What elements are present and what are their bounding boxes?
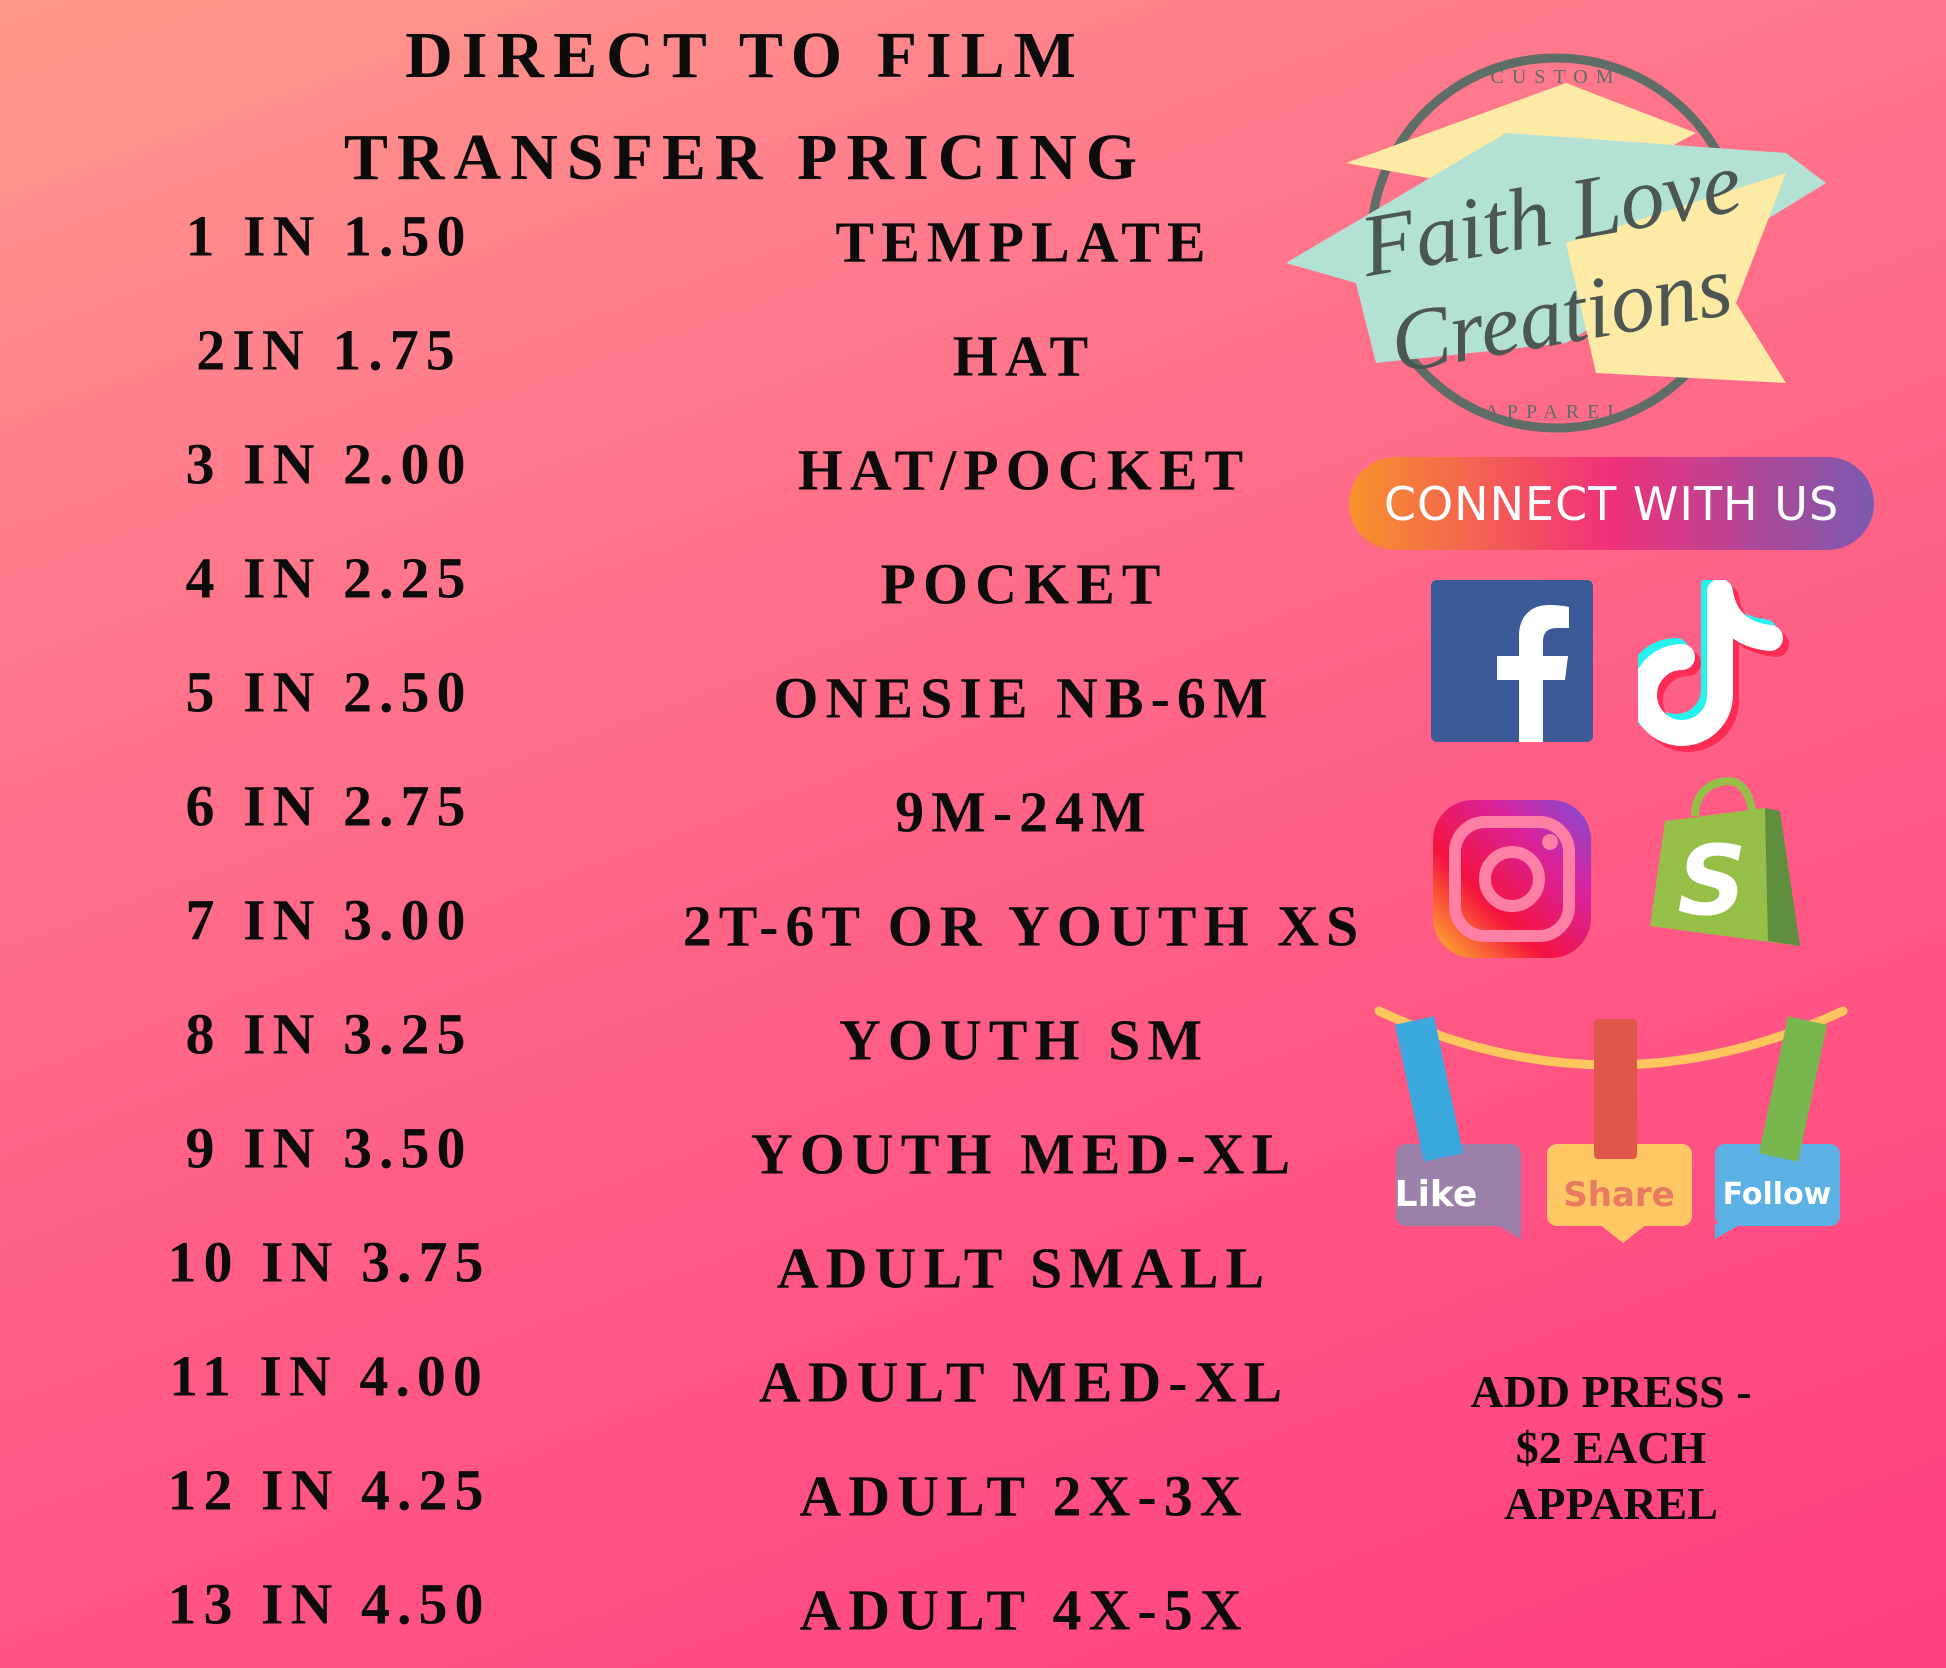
- size-price: 7 IN 3.00: [185, 887, 473, 953]
- svg-text:Share: Share: [1563, 1175, 1674, 1215]
- size-price: 12 IN 4.25: [167, 1457, 491, 1523]
- size-price: 13 IN 4.50: [167, 1571, 491, 1637]
- facebook-icon[interactable]: [1431, 580, 1593, 742]
- connect-with-us-banner: CONNECT WITH US: [1349, 457, 1874, 550]
- like-share-follow-graphic: Like Share Follow: [1374, 1006, 1848, 1243]
- recommended-use: 2T-6T OR YOUTH XS: [682, 893, 1366, 959]
- shopify-icon[interactable]: S: [1650, 776, 1802, 946]
- svg-text:S: S: [1677, 825, 1746, 937]
- tiktok-icon[interactable]: [1638, 580, 1798, 755]
- recommended-use: ADULT MED-XL: [758, 1349, 1290, 1415]
- recommended-use: ADULT SMALL: [776, 1235, 1272, 1301]
- add-press-note: ADD PRESS - $2 EACH APPAREL: [1411, 1364, 1811, 1532]
- size-price: 6 IN 2.75: [185, 773, 473, 839]
- share-tag[interactable]: Share: [1547, 1019, 1692, 1243]
- recommended-use: ADULT 4X-5X: [799, 1577, 1249, 1643]
- size-price: 9 IN 3.50: [185, 1115, 473, 1181]
- size-price: 4 IN 2.25: [185, 545, 473, 611]
- press-line-3: APPAREL: [1504, 1478, 1718, 1529]
- size-price: 2IN 1.75: [196, 317, 462, 383]
- recommended-use: HAT/POCKET: [797, 437, 1251, 503]
- size-price: 11 IN 4.00: [169, 1343, 489, 1409]
- follow-tag[interactable]: Follow: [1715, 1016, 1840, 1239]
- instagram-icon[interactable]: [1433, 800, 1591, 958]
- recommended-use: TEMPLATE: [835, 209, 1213, 275]
- faith-love-creations-logo: CUSTOM Faith Love Creations APPAREL: [1286, 53, 1826, 433]
- press-line-2: $2 EACH: [1515, 1422, 1707, 1473]
- recommended-use: ONESIE NB-6M: [773, 665, 1275, 731]
- recommended-use: 9M-24M: [895, 779, 1153, 845]
- title-line-1: DIRECT TO FILM: [405, 19, 1085, 92]
- svg-text:APPAREL: APPAREL: [1484, 401, 1627, 423]
- svg-text:Like: Like: [1395, 1174, 1478, 1215]
- size-price: 5 IN 2.50: [185, 659, 473, 725]
- recommended-use: HAT: [952, 323, 1096, 389]
- recommended-use: YOUTH MED-XL: [750, 1121, 1298, 1187]
- recommended-use: YOUTH SM: [838, 1007, 1210, 1073]
- size-price: 8 IN 3.25: [185, 1001, 473, 1067]
- recommended-use: ADULT 2X-3X: [799, 1463, 1249, 1529]
- size-price: 3 IN 2.00: [185, 431, 473, 497]
- svg-text:Follow: Follow: [1723, 1177, 1832, 1212]
- svg-text:CUSTOM: CUSTOM: [1491, 66, 1622, 88]
- size-price: 1 IN 1.50: [185, 203, 473, 269]
- size-price: 10 IN 3.75: [167, 1229, 491, 1295]
- title-line-2: TRANSFER PRICING: [343, 121, 1147, 194]
- recommended-use: POCKET: [880, 551, 1168, 617]
- like-tag[interactable]: Like: [1395, 1016, 1521, 1239]
- press-line-1: ADD PRESS -: [1470, 1366, 1752, 1417]
